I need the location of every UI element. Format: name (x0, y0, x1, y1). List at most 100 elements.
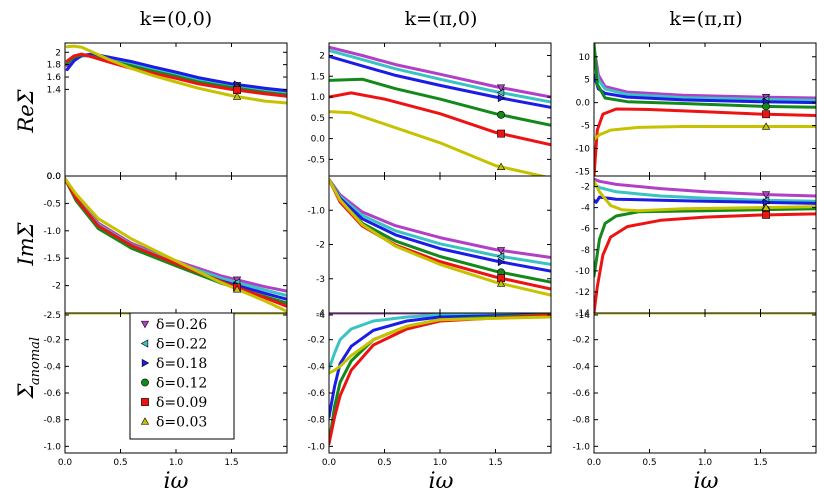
panels: 0.0 1.4 1.6 1.8 2 -0.5 0.0 0.5 1.0 1.5 2 -15 -10 -5 0.… (43, 42, 817, 468)
row-label-im: ImΣ (14, 222, 38, 266)
panel-im-2: -4 -3 -2 -1.0 (307, 175, 552, 319)
y-tick-label: -0.5 (43, 199, 61, 209)
x-tick-label: 1.5 (224, 458, 238, 468)
series-line-d009 (65, 177, 287, 308)
x-tick-label: 1.0 (169, 458, 184, 468)
series-line-d018 (329, 54, 551, 109)
series-marker-d012 (497, 110, 505, 119)
column-titles: k=(0,0) k=(π,0) k=(π,π) (140, 8, 743, 30)
series-line-d009 (594, 212, 816, 313)
x-label-col2: iω (429, 469, 454, 494)
series-marker-d018 (497, 257, 506, 267)
panel-re-2: -0.5 0.0 0.5 1.0 1.5 2 (307, 42, 552, 177)
panel-im-3: -14 -12 -10 -8 -6 -4 -2 (575, 175, 817, 319)
y-tick-label: -1.0 (43, 442, 61, 452)
series-line-d018 (329, 313, 551, 419)
y-tick-label: -4 (316, 309, 325, 319)
y-tick-label: -0.6 (43, 389, 61, 399)
y-tick-label: -6 (581, 225, 590, 235)
y-tick-label: 0.0 (311, 135, 326, 145)
y-tick-label: -4 (581, 204, 590, 214)
series-marker-d026 (761, 191, 771, 199)
y-tick-label: 2 (319, 51, 325, 61)
series-line-d022 (594, 55, 816, 102)
series-line-d003 (594, 125, 816, 141)
series-line-d012 (594, 43, 816, 109)
y-tick-label: 1.6 (47, 73, 62, 83)
y-tick-label: 0.0 (47, 172, 62, 182)
y-tick-label: -8 (581, 246, 590, 256)
x-tick-label: 0.5 (642, 458, 656, 468)
x-tick-label: 1.5 (488, 458, 502, 468)
row-label-anomal-sigma: Σ (14, 383, 38, 399)
series-line-d012 (594, 207, 816, 278)
y-tick-label: 2 (55, 48, 61, 58)
series-marker-d003 (761, 203, 771, 211)
x-tick-label: 1.5 (753, 458, 767, 468)
y-tick-label: -15 (575, 167, 590, 177)
y-tick-label: -0.8 (572, 416, 590, 426)
y-tick-label: 1.5 (311, 72, 325, 82)
series-line-d026 (329, 45, 551, 99)
y-tick-label: -2.5 (43, 311, 61, 321)
y-tick-label: -14 (575, 311, 590, 321)
legend-marker-d003 (140, 417, 150, 425)
legend-marker-d009 (141, 398, 149, 406)
series-line-d026 (65, 177, 287, 293)
x-tick-label: 0.5 (377, 458, 391, 468)
y-tick-label: -10 (575, 144, 590, 154)
panel-frame (328, 42, 552, 177)
panel-frame (593, 312, 817, 454)
panel-im-1: -2 -1.5 -1.0 -0.5 0.0 (43, 172, 288, 314)
series-line-d003 (65, 177, 287, 313)
y-tick-label: -1.5 (43, 254, 61, 264)
x-axis-labels: iω iω iω (164, 469, 719, 494)
panel-anomal-1: -1.0 -0.8 -0.6 -0.4 -0.2 -2.5 0.0 0.5 1.0 1.5 (43, 311, 288, 468)
series-marker-d003 (496, 279, 506, 287)
y-tick-label: -0.4 (43, 362, 61, 372)
y-tick-label: -0.4 (307, 362, 325, 372)
y-tick-label: -0.4 (572, 362, 590, 372)
series-marker-d026 (496, 247, 506, 255)
y-tick-label: -1.0 (307, 442, 325, 452)
series-line-d022 (65, 177, 287, 297)
y-tick-label: -2 (316, 241, 325, 251)
y-tick-label: -0.5 (307, 155, 325, 165)
y-tick-label: -0.2 (307, 336, 325, 346)
series-marker-d009 (497, 129, 505, 138)
series-line-d026 (594, 46, 816, 100)
legend-label: δ=0.12 (156, 376, 207, 392)
y-tick-label: -0.8 (307, 416, 325, 426)
legend-label: δ=0.22 (156, 337, 207, 353)
y-tick-label: 1.8 (47, 61, 62, 71)
legend-label: δ=0.18 (156, 356, 207, 372)
series-marker-d003 (232, 92, 242, 100)
y-tick-label: 5 (584, 76, 590, 86)
series-marker-d003 (232, 285, 242, 293)
y-tick-label: 0.5 (311, 114, 325, 124)
legend-label: δ=0.26 (156, 317, 207, 333)
x-label-col3: iω (694, 469, 719, 494)
series-line-d003 (329, 110, 549, 176)
row-labels: ReΣ ImΣ Σ anomal (14, 89, 43, 399)
series-line-d012 (329, 313, 551, 446)
y-tick-label: -1.0 (572, 442, 590, 452)
legend-marker-d022 (140, 339, 149, 348)
legend: δ=0.26 δ=0.22 δ=0.18 δ=0.12 δ=0.09 δ=0.03 (129, 312, 235, 440)
series-marker-d003 (496, 162, 506, 171)
legend-label: δ=0.03 (156, 415, 207, 431)
y-tick-label: -4 (316, 311, 325, 321)
x-tick-label: 0.5 (113, 458, 127, 468)
legend-marker-d026 (140, 320, 150, 329)
series-line-d022 (594, 182, 816, 203)
y-tick-label: 1.0 (311, 93, 326, 103)
y-tick-label: -0.2 (43, 336, 61, 346)
series-line-d009 (329, 177, 551, 291)
x-tick-label: 1.0 (698, 458, 713, 468)
panel-anomal-2: -1.0 -0.8 -0.6 -0.4 -0.2 -4 0.0 0.5 1.0 1.5 (307, 311, 552, 468)
series-marker-d022 (496, 252, 505, 261)
y-tick-label: -0.6 (307, 389, 325, 399)
y-tick-label: -5 (581, 122, 590, 132)
y-tick-label: 0.0 (47, 172, 62, 182)
series-line-d018 (65, 177, 287, 301)
